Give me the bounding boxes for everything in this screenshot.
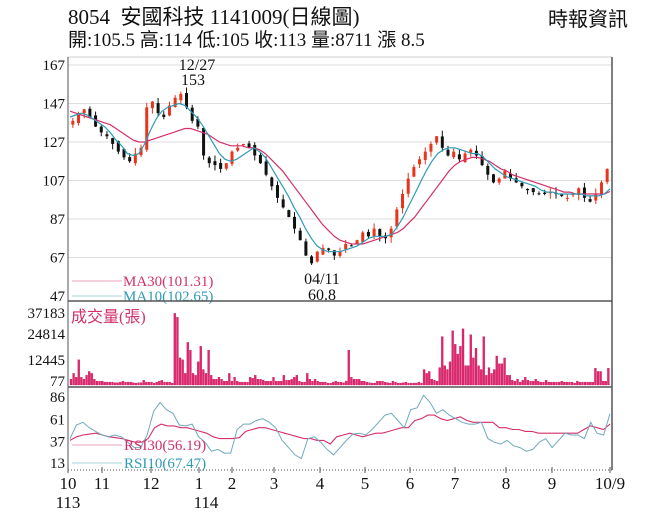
x-month-label: 12 <box>143 474 160 493</box>
price-ytick-label: 127 <box>43 135 66 151</box>
rsi-ytick-label: 86 <box>50 390 66 406</box>
x-month-label: 10/9 <box>595 474 625 493</box>
x-month-label: 3 <box>270 474 279 493</box>
ma10-line <box>69 102 611 253</box>
price-ytick-label: 147 <box>43 97 66 113</box>
brand-label: 時報資訊 <box>548 9 628 31</box>
price-ytick-label: 47 <box>50 289 66 305</box>
x-month-label: 4 <box>316 474 325 493</box>
volume-ytick-label: 37183 <box>28 306 66 322</box>
volume-ytick-label: 12445 <box>28 353 66 369</box>
price-ytick-label: 167 <box>43 58 66 74</box>
x-year-label: 113 <box>56 493 81 512</box>
rsi-ytick-label: 61 <box>50 413 65 429</box>
x-month-label: 11 <box>94 474 110 493</box>
rsi-ytick-label: 37 <box>50 434 66 450</box>
rsi30-legend: RSI30(56.19) <box>124 438 206 454</box>
candlesticks <box>71 87 609 265</box>
rsi-panel: 86 61 37 13 RSI30(56.19) RSI10(67.47) <box>50 390 612 472</box>
volume-panel: 37183 24814 12445 77 成交量(張) <box>28 306 612 390</box>
ma10-legend: MA10(102.65) <box>123 289 213 305</box>
rsi-ytick-label: 13 <box>50 456 65 472</box>
x-month-label: 10 <box>60 474 77 493</box>
volume-ytick-label: 24814 <box>28 327 66 343</box>
x-month-label: 6 <box>406 474 415 493</box>
price-ytick-label: 87 <box>50 212 66 228</box>
ma30-line <box>69 110 611 245</box>
price-ytick-label: 67 <box>50 251 66 267</box>
low-date-annotation: 04/11 <box>304 271 340 288</box>
low-value-annotation: 60.8 <box>308 287 336 304</box>
rsi30-line <box>69 414 611 445</box>
ohlc-summary: 開:105.5 高:114 低:105 收:113 量:8711 漲 8.5 <box>68 30 425 51</box>
x-month-label: 5 <box>361 474 370 493</box>
x-month-label: 2 <box>228 474 237 493</box>
x-year-label: 114 <box>194 493 219 512</box>
x-month-label: 1 <box>195 474 204 493</box>
volume-title: 成交量(張) <box>71 308 146 326</box>
rsi10-line <box>69 394 611 460</box>
chart-title: 8054 安國科技 1141009(日線圖) <box>68 5 360 29</box>
volume-ytick-label: 77 <box>50 374 66 390</box>
x-month-label: 8 <box>502 474 511 493</box>
x-month-label: 9 <box>548 474 557 493</box>
x-month-label: 7 <box>451 474 460 493</box>
high-value-annotation: 153 <box>181 72 205 89</box>
volume-bars <box>69 313 610 386</box>
ma30-legend: MA30(101.31) <box>123 274 213 290</box>
high-date-annotation: 12/27 <box>179 57 215 74</box>
rsi10-legend: RSI10(67.47) <box>124 456 206 472</box>
price-ytick-label: 107 <box>43 174 66 190</box>
